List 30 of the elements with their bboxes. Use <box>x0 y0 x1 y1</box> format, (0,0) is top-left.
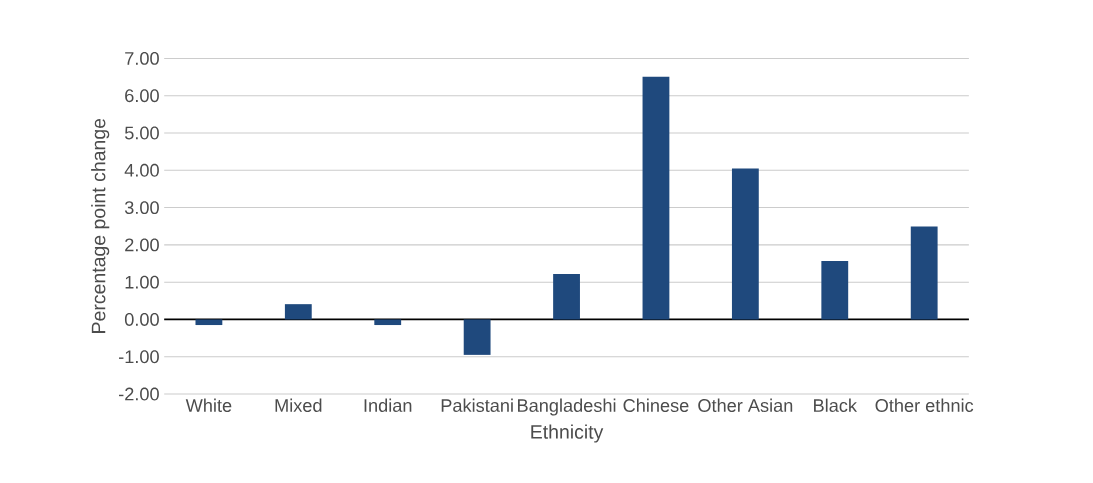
y-tick-label: 7.00 <box>125 51 159 65</box>
x-tick-label: Indian <box>364 398 412 412</box>
bar <box>553 273 580 320</box>
y-tick-label: 0.00 <box>124 312 159 326</box>
y-tick-label: -1.00 <box>119 350 159 364</box>
bar <box>374 319 402 325</box>
y-axis-title: Percentage point change <box>91 118 110 333</box>
bar <box>731 168 759 320</box>
y-tick-label: 4.00 <box>124 163 159 177</box>
x-tick-label: Pakistani <box>441 398 513 412</box>
bar <box>284 304 312 320</box>
y-tick-label: 3.00 <box>124 201 159 214</box>
x-tick-label: Black <box>814 398 858 412</box>
y-tick-label: 1.00 <box>125 275 159 289</box>
bar <box>642 76 670 320</box>
x-tick-label: Mixed <box>275 398 322 412</box>
x-axis-title: Ethnicity <box>531 424 604 443</box>
x-tick-label: Other ethnic <box>875 398 974 412</box>
y-tick-label: 2.00 <box>125 238 159 252</box>
bar <box>910 226 938 320</box>
x-tick-label: Other Asian <box>698 398 793 412</box>
x-tick-label: White <box>185 398 232 412</box>
bar <box>463 319 491 355</box>
bar <box>195 319 223 325</box>
x-tick-label: Chinese <box>623 398 689 412</box>
bar <box>821 260 849 320</box>
y-tick-label: 5.00 <box>124 126 159 140</box>
x-tick-label: Bangladeshi <box>518 398 616 416</box>
y-tick-label: 6.00 <box>125 89 159 103</box>
y-tick-label: -2.00 <box>119 387 159 401</box>
